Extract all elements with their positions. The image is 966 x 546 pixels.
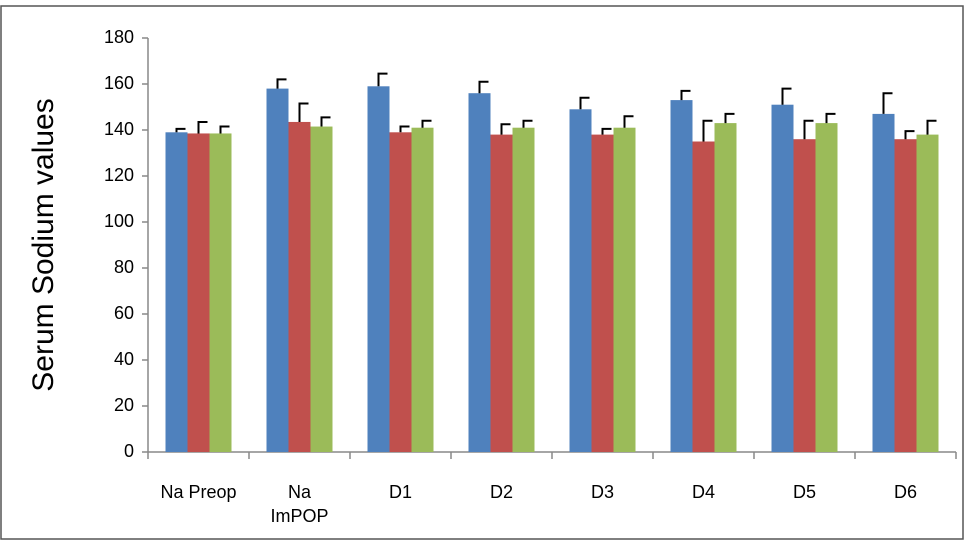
x-tick-label: Na ImPOP (270, 482, 329, 526)
error-bar (926, 119, 937, 135)
bar (187, 133, 210, 452)
error-bar (522, 119, 533, 128)
bar (367, 86, 390, 453)
error-bar (825, 112, 836, 124)
y-tick-label: 120 (104, 165, 134, 185)
y-axis-label: Serum Sodium values (27, 98, 60, 391)
bar (310, 126, 333, 453)
bar (872, 113, 895, 453)
x-tick-label: D1 (388, 482, 412, 502)
bar (613, 127, 636, 452)
bar (468, 93, 491, 452)
bar (916, 134, 939, 452)
bar (815, 123, 838, 452)
error-bar (623, 115, 634, 128)
bar (209, 133, 232, 452)
error-bar (680, 89, 691, 101)
bar (389, 132, 412, 453)
x-tick-label: D4 (691, 482, 715, 502)
bar (165, 132, 188, 453)
y-tick-label: 160 (104, 73, 134, 93)
y-tick-label: 60 (114, 303, 134, 323)
bar (512, 127, 535, 452)
bar (266, 88, 289, 452)
error-bar (724, 112, 735, 124)
error-bar (197, 120, 208, 134)
x-tick-label: D5 (792, 482, 816, 502)
bar (411, 127, 434, 452)
y-tick-label: 40 (114, 349, 134, 369)
error-bar (579, 96, 590, 110)
y-tick-label: 0 (124, 441, 134, 461)
x-tick-label: D3 (590, 482, 614, 502)
error-bar (500, 123, 511, 135)
bar (569, 109, 592, 453)
x-tick-label: Na Preop (160, 482, 237, 502)
error-bar (175, 127, 186, 133)
bar (490, 134, 513, 452)
bar (771, 104, 794, 452)
bar (894, 139, 917, 452)
error-bar (478, 80, 489, 94)
error-bar (882, 92, 893, 114)
y-tick-label: 140 (104, 119, 134, 139)
bar (288, 121, 311, 452)
error-bar (601, 127, 612, 135)
error-bar (377, 72, 388, 87)
error-bar (702, 119, 713, 142)
frame (0, 5, 964, 540)
error-bar (219, 125, 230, 134)
error-bar (320, 116, 331, 127)
y-tick-label: 180 (104, 27, 134, 47)
error-bar (276, 78, 287, 89)
error-bar (421, 119, 432, 128)
y-tick-label: 80 (114, 257, 134, 277)
x-tick-label: D6 (893, 482, 917, 502)
bar (670, 100, 693, 452)
error-bar (399, 125, 410, 133)
error-bar (298, 102, 309, 122)
error-bar (803, 119, 814, 140)
y-tick-label: 20 (114, 395, 134, 415)
error-bar (904, 130, 915, 140)
y-tick-label: 100 (104, 211, 134, 231)
error-bar (781, 87, 792, 105)
bar (793, 139, 816, 452)
bar (714, 123, 737, 452)
bar (591, 134, 614, 452)
x-tick-label: D2 (489, 482, 513, 502)
bar (692, 141, 715, 452)
